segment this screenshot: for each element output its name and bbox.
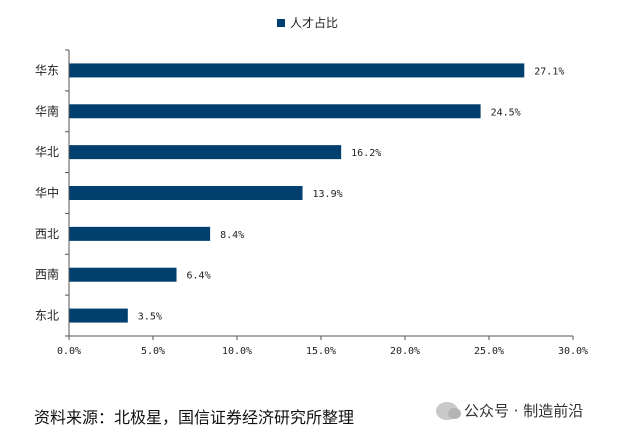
x-tick-label: 30.0% — [558, 346, 588, 357]
category-label: 华南 — [35, 103, 59, 118]
data-label: 3.5% — [138, 312, 162, 323]
legend: 人才占比 — [277, 15, 338, 30]
data-label: 24.5% — [491, 107, 521, 118]
data-label: 13.9% — [313, 189, 343, 200]
bar — [69, 186, 303, 200]
wechat-icon — [436, 401, 461, 420]
x-tick-label: 10.0% — [222, 346, 252, 357]
watermark: 公众号 · 制造前沿 — [436, 400, 583, 421]
bar — [69, 267, 177, 282]
data-label: 6.4% — [187, 271, 211, 282]
category-label: 东北 — [35, 309, 59, 323]
x-tick-label: 0.0% — [57, 346, 81, 357]
x-tick-label: 25.0% — [474, 346, 504, 357]
data-label: 16.2% — [351, 148, 381, 159]
bar — [69, 308, 128, 323]
category-label: 西南 — [35, 267, 59, 282]
x-tick-label: 15.0% — [306, 346, 336, 357]
bar — [69, 226, 211, 241]
axes-group: 0.0% 5.0% 10.0% 15.0% 20.0% 25.0% 30.0% — [57, 49, 588, 357]
source-note: 资料来源：北极星，国信证券经济研究所整理 — [34, 408, 355, 427]
data-label: 27.1% — [534, 66, 564, 77]
bar — [69, 145, 342, 160]
bar-chart: 人才占比 华东 27.1% 华南 24.5% 华北 16.2% 华中 13.9% 西北 8.4% 西… — [35, 15, 588, 357]
x-tick-label: 5.0% — [141, 346, 165, 357]
data-label: 8.4% — [220, 230, 244, 241]
category-label: 西北 — [35, 227, 59, 241]
category-label: 华东 — [35, 63, 59, 77]
bar — [69, 63, 525, 78]
x-tick-label: 20.0% — [390, 346, 420, 357]
bars-group: 华东 27.1% 华南 24.5% 华北 16.2% 华中 13.9% 西北 8.4% 西南 6.4%… — [35, 63, 564, 323]
category-label: 华北 — [35, 145, 59, 159]
watermark-text: 公众号 · 制造前沿 — [464, 402, 584, 420]
bar — [69, 104, 481, 119]
legend-swatch — [277, 19, 285, 27]
legend-label: 人才占比 — [290, 15, 338, 30]
category-label: 华中 — [35, 185, 59, 200]
